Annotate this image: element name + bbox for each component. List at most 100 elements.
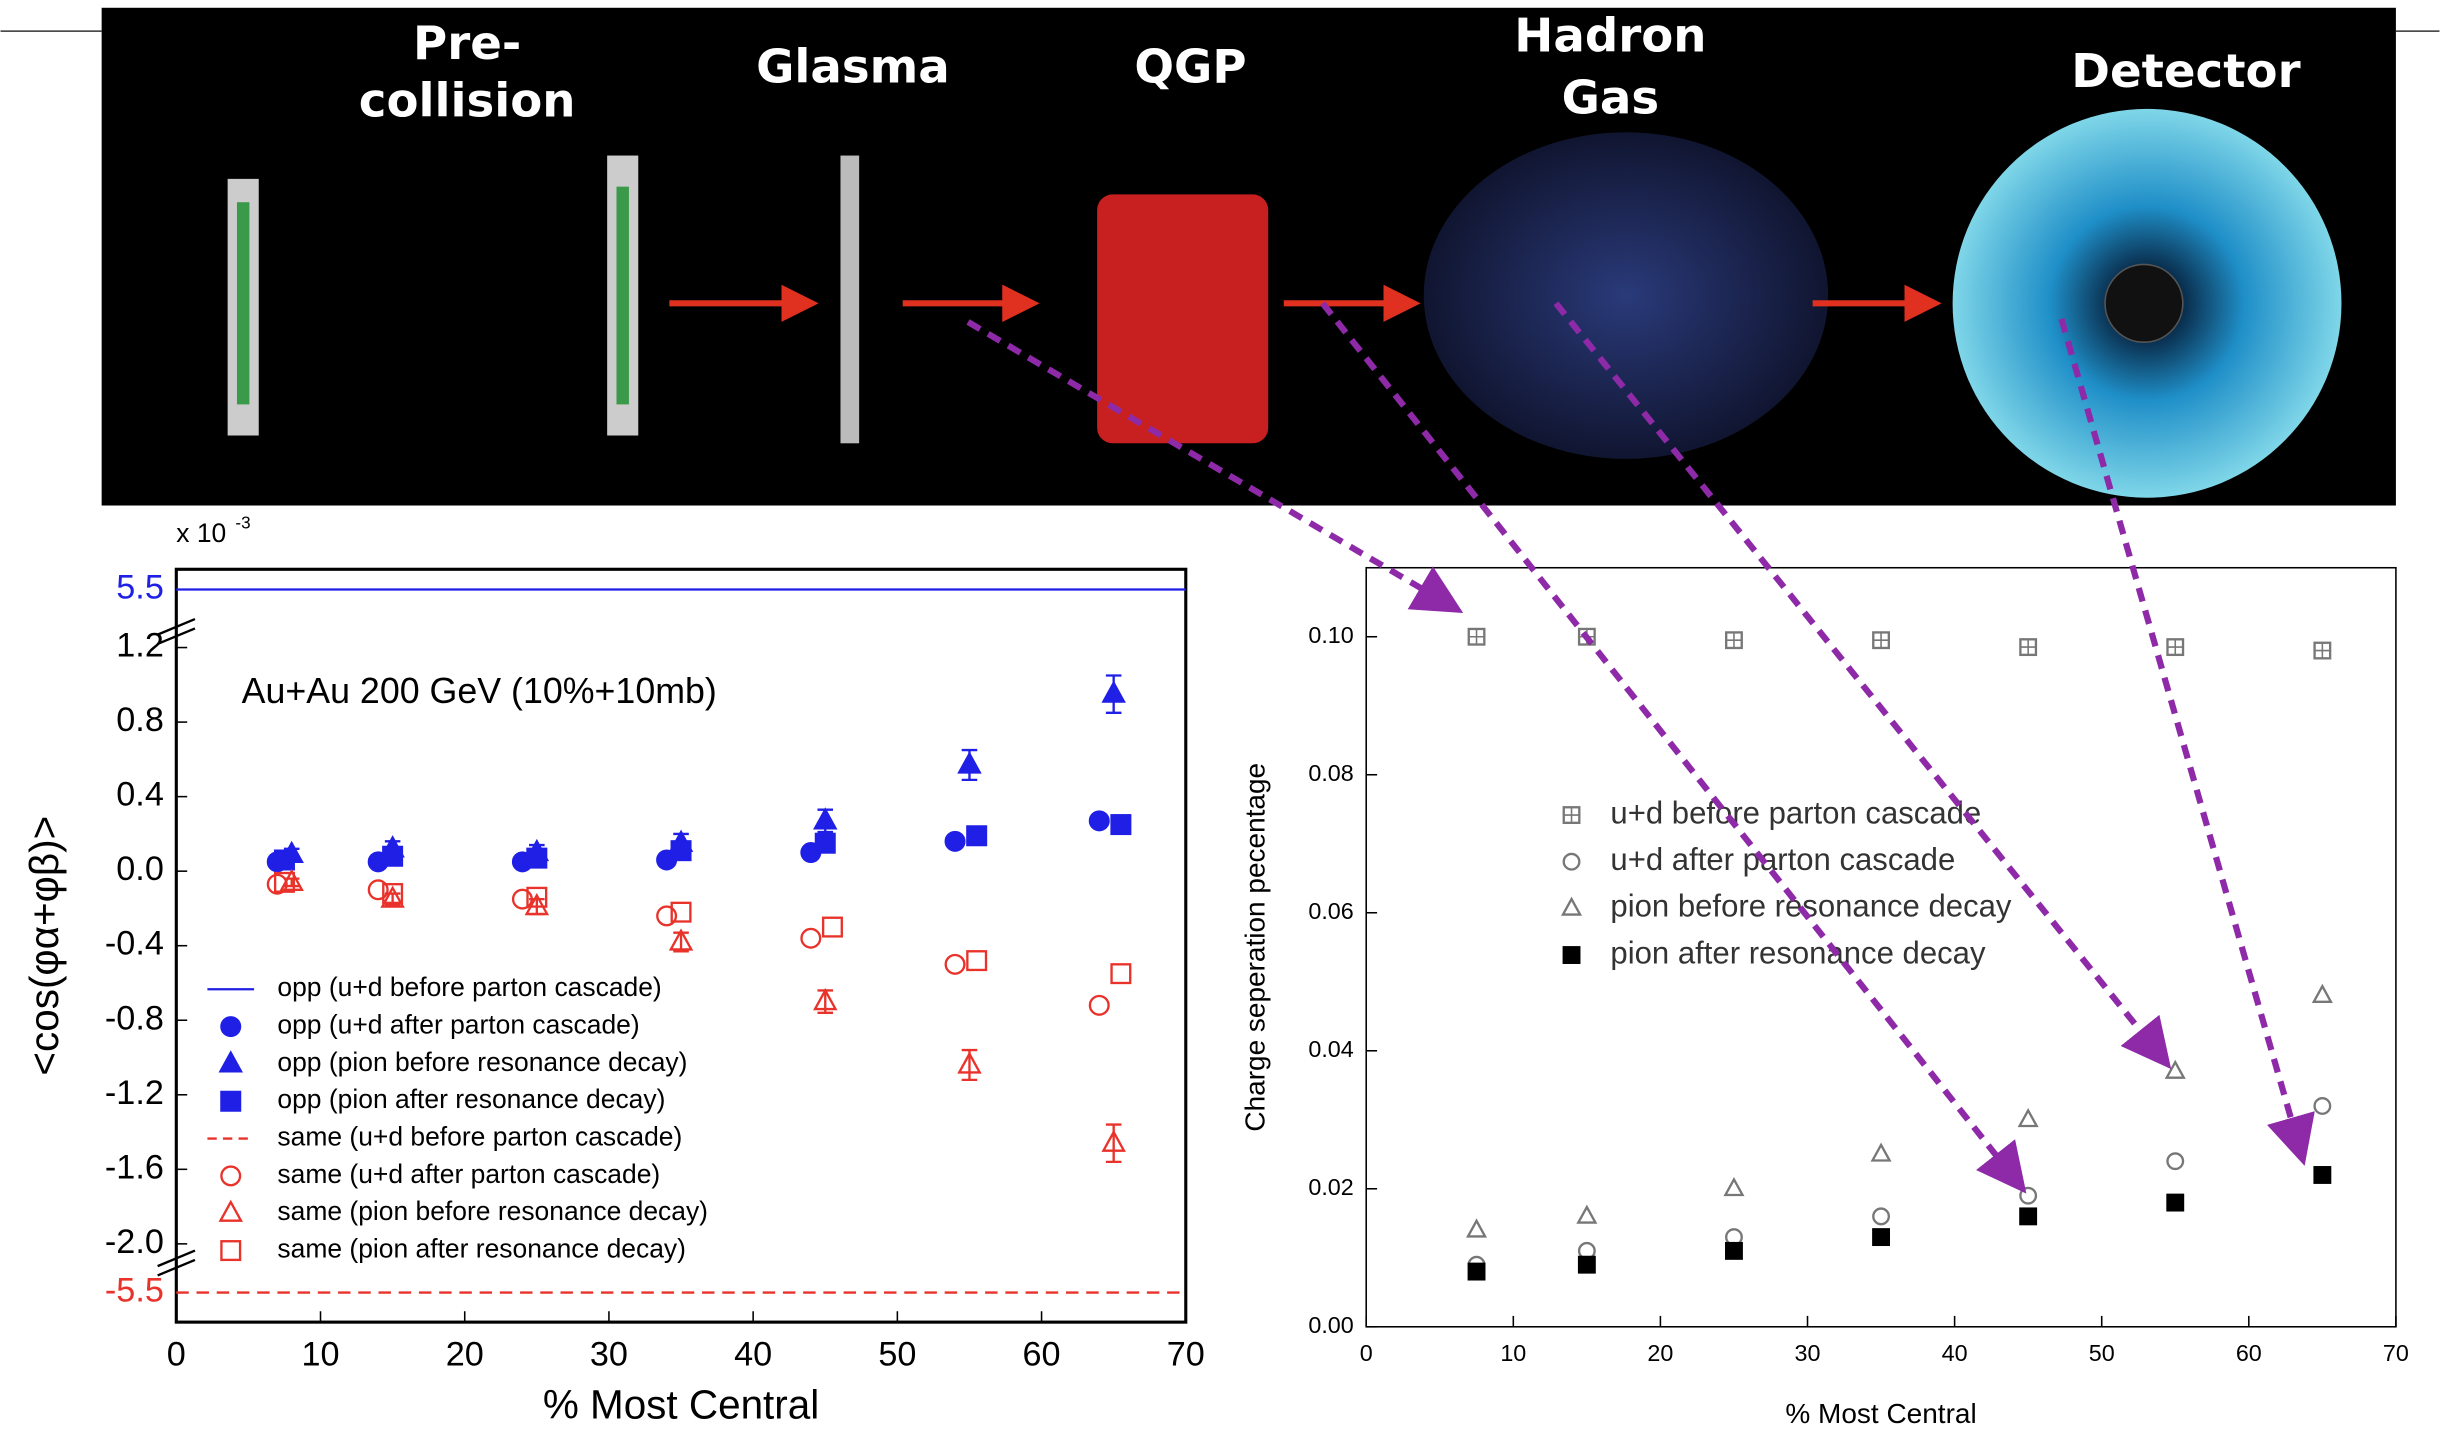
marker-shape <box>1562 852 1581 871</box>
marker <box>1725 1241 1743 1260</box>
y-multiplier-exponent: -3 <box>235 514 250 533</box>
glasma-sheet <box>840 155 860 444</box>
marker-shape <box>1725 1241 1743 1260</box>
marker-shape <box>382 845 404 867</box>
y-tick-label: 0.02 <box>1308 1174 1353 1200</box>
y-tick-label: 0.08 <box>1308 760 1353 786</box>
marker-shape <box>957 751 982 774</box>
marker <box>279 868 304 891</box>
marker-shape <box>2017 1108 2039 1128</box>
marker-shape <box>2166 1152 2185 1171</box>
y-tick-label: -1.6 <box>105 1148 164 1186</box>
marker-shape <box>279 868 304 891</box>
marker-shape <box>273 849 295 871</box>
x-tick-label: 60 <box>2236 1340 2262 1366</box>
marker <box>1101 1129 1126 1152</box>
marker-shape <box>957 1051 982 1074</box>
marker <box>813 807 838 830</box>
marker-shape <box>367 879 389 901</box>
marker-shape <box>670 840 692 862</box>
detector-core <box>2104 263 2184 343</box>
legend-label: opp (u+d before parton cascade) <box>277 972 661 1002</box>
marker <box>1110 814 1132 836</box>
marker <box>526 886 548 908</box>
x-tick-label: 30 <box>1795 1340 1821 1366</box>
y-tick-label: -2.0 <box>105 1223 164 1261</box>
marker <box>1872 1207 1891 1226</box>
x-tick-label: 70 <box>1167 1335 1205 1373</box>
plot-frame <box>1365 566 2397 1328</box>
marker-shape <box>1110 814 1132 836</box>
marker <box>656 905 678 927</box>
marker-shape <box>1467 1262 1486 1281</box>
marker-shape <box>1576 1204 1598 1224</box>
marker-shape <box>813 987 838 1011</box>
x-tick-label: 10 <box>1500 1340 1526 1366</box>
marker <box>670 901 692 923</box>
charts: 0 10 20 30 40 50 60 70 1.2 0.8 0.4 0.0 -0.4 -0.8 -1.2 -… <box>21 514 2409 1429</box>
y-tick-label: 0.00 <box>1308 1312 1353 1338</box>
marker-shape <box>1870 1142 1892 1162</box>
marker-shape <box>218 1050 243 1073</box>
marker-shape <box>526 886 548 908</box>
stage-label: Detector <box>2071 45 2300 99</box>
marker-shape <box>220 1165 242 1187</box>
marker-shape <box>1101 680 1126 703</box>
purple-arrows <box>966 301 2315 1194</box>
stage-label: Glasma <box>756 40 950 94</box>
marker <box>266 873 288 895</box>
annotation: Au+Au 200 GeV (10%+10mb) <box>242 671 717 711</box>
marker <box>2313 641 2332 660</box>
marker-shape <box>2314 642 2331 659</box>
marker-shape <box>966 950 988 972</box>
y-tick-label: 0.8 <box>116 701 164 739</box>
y-tick-label: 0.06 <box>1308 898 1353 924</box>
marker <box>1872 1228 1891 1247</box>
marker <box>966 950 988 972</box>
marker-shape <box>944 953 966 975</box>
x-tick-label: 0 <box>167 1335 186 1373</box>
x-tick-label: 20 <box>1647 1340 1673 1366</box>
marker-shape <box>1561 896 1583 916</box>
marker-shape <box>1872 1207 1891 1226</box>
marker-shape <box>220 1090 242 1112</box>
marker <box>668 928 694 951</box>
marker-shape <box>668 928 694 951</box>
marker-shape <box>656 905 678 927</box>
marker-shape <box>1101 1129 1126 1152</box>
marker-shape <box>382 883 404 905</box>
marker <box>367 879 389 901</box>
legend-label: same (pion before resonance decay) <box>277 1196 708 1226</box>
marker <box>1576 1204 1598 1224</box>
y-tick-label: 1.2 <box>116 627 164 665</box>
marker <box>2166 1152 2185 1171</box>
legend-label: opp (pion before resonance decay) <box>277 1047 687 1077</box>
marker <box>218 1199 243 1222</box>
marker <box>1088 994 1110 1016</box>
marker-shape <box>2164 1059 2186 1079</box>
marker-shape <box>1873 632 1889 648</box>
stage-label: Gas <box>1562 72 1660 126</box>
marker <box>1467 1262 1486 1281</box>
x-tick-label: 40 <box>1942 1340 1968 1366</box>
marker-shape <box>2313 1097 2332 1115</box>
marker-shape <box>2313 1166 2332 1184</box>
marker <box>1577 1255 1596 1274</box>
legend-label: pion after resonance decay <box>1610 935 1986 970</box>
legend-label: opp (pion after resonance decay) <box>277 1084 665 1114</box>
marker <box>380 885 405 908</box>
marker-shape <box>1872 1228 1891 1247</box>
y-tick-label: -1.2 <box>105 1074 164 1112</box>
marker <box>218 1050 243 1073</box>
marker <box>1562 806 1581 824</box>
marker-shape <box>273 871 295 893</box>
marker-shape <box>526 847 548 869</box>
marker-shape <box>1726 632 1742 648</box>
marker-shape <box>814 832 836 854</box>
legend-label: u+d before parton cascade <box>1610 795 1981 830</box>
marker <box>2017 1108 2039 1128</box>
y-axis-label: <cos(φα+φβ)> <box>21 816 67 1076</box>
marker <box>1561 896 1583 916</box>
marker <box>813 987 838 1011</box>
